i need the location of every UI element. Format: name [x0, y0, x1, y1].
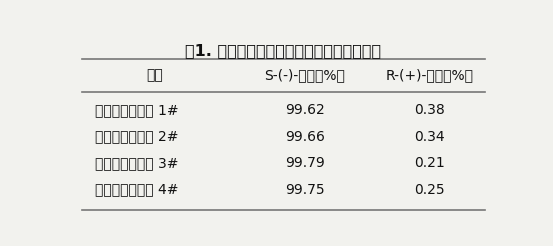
- Text: R-(+)-烟碱（%）: R-(+)-烟碱（%）: [385, 68, 473, 82]
- Text: 0.38: 0.38: [414, 103, 445, 117]
- Text: 99.79: 99.79: [285, 156, 325, 170]
- Text: 无烟气烟草制品 3#: 无烟气烟草制品 3#: [95, 156, 178, 170]
- Text: 无烟气烟草制品 1#: 无烟气烟草制品 1#: [95, 103, 179, 117]
- Text: 0.25: 0.25: [414, 183, 445, 197]
- Text: 0.34: 0.34: [414, 130, 445, 144]
- Text: 99.62: 99.62: [285, 103, 325, 117]
- Text: S-(-)-烟碱（%）: S-(-)-烟碱（%）: [264, 68, 345, 82]
- Text: 99.75: 99.75: [285, 183, 325, 197]
- Text: 表1. 无烟气烟草制品中烟碱的手性分析结果: 表1. 无烟气烟草制品中烟碱的手性分析结果: [185, 43, 382, 58]
- Text: 0.21: 0.21: [414, 156, 445, 170]
- Text: 99.66: 99.66: [285, 130, 325, 144]
- Text: 序号: 序号: [147, 68, 163, 82]
- Text: 无烟气烟草制品 2#: 无烟气烟草制品 2#: [95, 130, 178, 144]
- Text: 无烟气烟草制品 4#: 无烟气烟草制品 4#: [95, 183, 178, 197]
